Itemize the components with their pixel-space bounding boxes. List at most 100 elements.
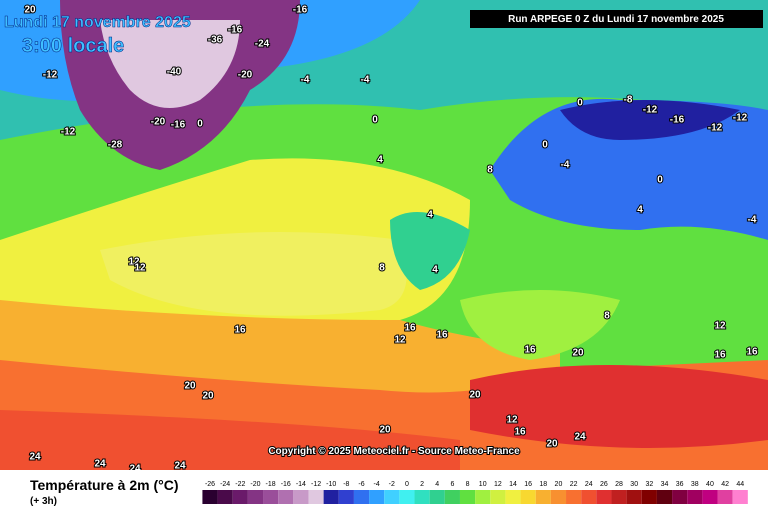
scandinavia-cold [560,100,740,140]
contour-label: -4 [361,75,370,86]
legend-swatch [293,490,309,504]
contour-label: -8 [624,95,633,106]
legend-swatch [505,490,521,504]
run-label: Run ARPEGE 0 Z du Lundi 17 novembre 2025 [508,14,724,25]
contour-label: 12 [134,263,146,274]
contour-label: 20 [469,390,481,401]
legend-tick: 14 [509,481,517,488]
legend-swatch [384,490,400,504]
time-label: 3:00 locale [22,35,124,57]
legend-swatch [550,490,567,504]
contour-label: 12 [506,415,518,426]
contour-label: -28 [108,140,123,151]
contour-label: 24 [94,459,106,470]
contour-label: 16 [234,325,246,336]
legend-tick: 30 [630,481,638,488]
contour-label: 20 [184,381,196,392]
contour-label: -16 [228,25,243,36]
contour-label: -4 [561,160,570,171]
legend-tick: 16 [524,481,532,488]
contour-label: 4 [637,205,643,216]
legend-tick: -20 [250,481,260,488]
contour-label: -12 [643,105,658,116]
contour-label: 16 [524,345,536,356]
contour-label: 0 [542,140,548,151]
legend-swatch [459,490,476,504]
legend-tick: 12 [494,481,502,488]
legend-swatch [520,490,536,504]
legend-swatch [611,490,627,504]
contour-label: 12 [394,335,406,346]
contour-label: 16 [746,347,758,358]
legend-tick: 18 [539,481,547,488]
legend-tick: 2 [420,481,424,488]
contour-label: 0 [577,98,583,109]
legend-tick: -18 [266,481,276,488]
contour-label: 20 [379,425,391,436]
contour-label: -4 [748,215,757,226]
legend-tick: 6 [450,481,454,488]
contour-label: 16 [714,350,726,361]
legend-tick: -14 [296,481,306,488]
contour-label: -4 [301,75,310,86]
legend-tick: 0 [405,481,409,488]
legend-tick: -26 [205,481,215,488]
legend-tick: 28 [615,481,623,488]
legend-swatch [414,490,430,504]
legend-swatch [278,490,294,504]
legend-swatch [399,490,415,504]
legend-subtitle: (+ 3h) [30,496,57,507]
legend-swatch [626,490,642,504]
legend-swatch [247,490,264,504]
contour-label: -16 [171,120,186,131]
contour-label: 20 [572,348,584,359]
run-box [470,10,763,28]
mediterranean [470,365,768,448]
legend-tick: 44 [736,481,744,488]
legend-tick: -16 [281,481,291,488]
contour-label: -16 [670,115,685,126]
legend-swatch [672,490,688,504]
legend-tick: -10 [326,481,336,488]
contour-label: 24 [174,461,186,472]
contour-label: -24 [255,39,270,50]
contour-label: 24 [29,452,41,463]
legend-tick: -6 [358,481,364,488]
legend-swatch [581,490,597,504]
legend-tick: 32 [645,481,653,488]
legend-tick: 42 [721,481,729,488]
legend-swatch [338,490,354,504]
legend-tick: 10 [479,481,487,488]
contour-label: 0 [197,119,203,130]
legend-tick: 20 [555,481,563,488]
contour-label: 8 [604,311,610,322]
contour-label: -12 [61,127,76,138]
legend-swatch [687,490,703,504]
contour-label: 12 [128,257,140,268]
legend-swatch [702,490,718,504]
contour-label: 24 [574,432,586,443]
legend-swatch [641,490,657,504]
greenland-ice [100,20,240,108]
contour-label: 8 [379,263,385,274]
legend-swatch [429,490,445,504]
legend-swatch [369,490,385,504]
contour-label: 8 [487,165,493,176]
contour-label: 12 [714,321,726,332]
legend-swatch [217,490,233,504]
legend-swatch [596,490,612,504]
contour-label: 4 [427,210,433,221]
legend-swatch [444,490,460,504]
legend-tick: -12 [311,481,321,488]
legend-tick: 22 [570,481,578,488]
legend-swatch [232,490,248,504]
contour-label: 0 [657,175,663,186]
legend-swatch [535,490,551,504]
legend-tick: 40 [706,481,714,488]
legend-swatch [475,490,491,504]
legend-swatch [490,490,506,504]
legend-tick: 38 [691,481,699,488]
legend-swatch [202,490,218,504]
